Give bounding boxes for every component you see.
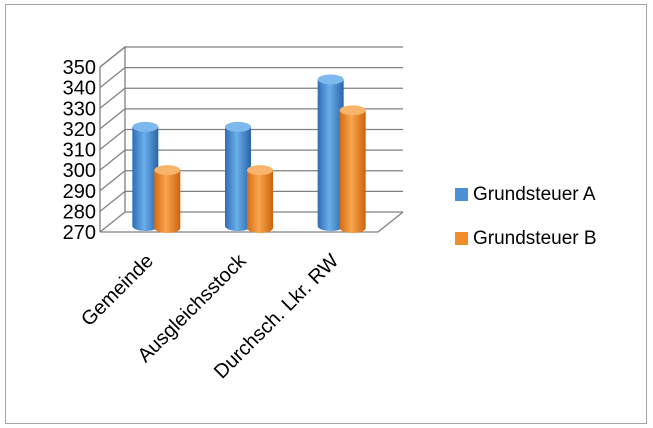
gridline bbox=[99, 149, 403, 171]
bar-cap bbox=[132, 121, 159, 132]
bar-cap bbox=[225, 121, 251, 132]
bar-cap bbox=[339, 105, 366, 116]
bar-body bbox=[154, 170, 181, 234]
bar-body bbox=[247, 170, 273, 233]
bar-body bbox=[317, 79, 344, 231]
legend-item: Grundsteuer A bbox=[455, 184, 596, 205]
y-tick-label: 270 bbox=[63, 222, 96, 244]
gridline bbox=[99, 190, 403, 212]
legend-swatch bbox=[455, 232, 468, 245]
bars bbox=[132, 74, 366, 234]
bar bbox=[247, 165, 273, 233]
legend: Grundsteuer A Grundsteuer B bbox=[455, 184, 597, 249]
bar-cap bbox=[317, 74, 344, 85]
bar bbox=[154, 165, 181, 234]
gridline bbox=[99, 66, 403, 89]
bar-cap bbox=[154, 165, 181, 176]
bar bbox=[132, 121, 159, 231]
y-tick-label: 330 bbox=[63, 98, 96, 120]
y-tick-label: 290 bbox=[63, 181, 96, 203]
bar-cap bbox=[247, 165, 273, 176]
y-tick-label: 320 bbox=[63, 119, 96, 141]
gridline bbox=[99, 128, 403, 151]
bar-body bbox=[339, 110, 366, 234]
bar-body bbox=[225, 126, 251, 231]
legend-item: Grundsteuer B bbox=[455, 228, 597, 249]
y-tick-label: 350 bbox=[63, 57, 96, 79]
y-tick-label: 300 bbox=[63, 160, 96, 182]
bar bbox=[225, 121, 251, 231]
gridline bbox=[99, 211, 403, 233]
y-tick-label: 310 bbox=[63, 140, 96, 162]
floor-edge bbox=[100, 211, 404, 233]
y-tick-label: 280 bbox=[63, 201, 96, 223]
gridline bbox=[99, 87, 403, 109]
bar-body bbox=[132, 126, 159, 231]
legend-label: Grundsteuer A bbox=[473, 184, 596, 205]
bar bbox=[317, 74, 344, 231]
gridlines bbox=[99, 46, 403, 233]
bar bbox=[339, 105, 366, 234]
gridline bbox=[99, 108, 403, 130]
gridline bbox=[99, 46, 403, 68]
y-tick-label: 340 bbox=[63, 78, 96, 100]
gridline bbox=[99, 170, 403, 192]
legend-swatch bbox=[455, 188, 468, 201]
x-tick-label: Gemeinde bbox=[77, 250, 158, 331]
legend-label: Grundsteuer B bbox=[473, 228, 597, 249]
